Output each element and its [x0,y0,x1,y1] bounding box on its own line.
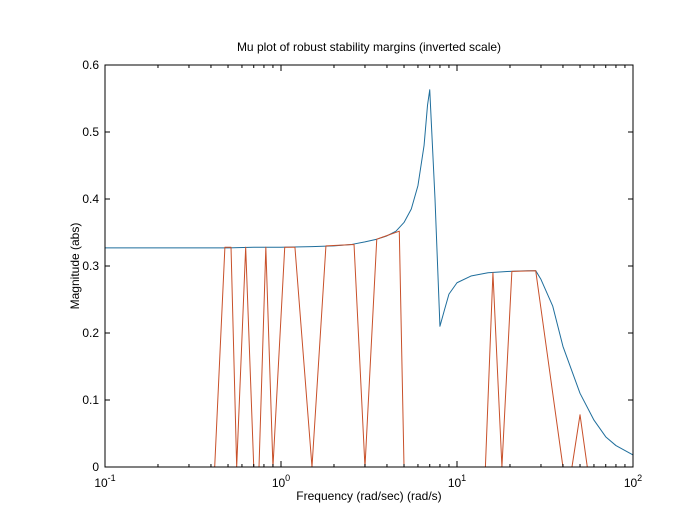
series-2-line [105,230,633,468]
y-tick-label: 0.4 [82,192,99,206]
chart-title: Mu plot of robust stability margins (inv… [237,40,501,54]
x-tick-label: 102 [624,473,642,490]
series-layer [105,89,634,468]
y-tick-label: 0.6 [82,58,99,72]
x-tick-base: 10 [624,476,638,490]
y-axis-label: Magnitude (abs) [68,223,82,310]
x-tick-base: 10 [94,476,108,490]
y-tick-label: 0.2 [82,326,99,340]
y-tick-label: 0.3 [82,259,99,273]
y-tick-label: 0 [92,460,99,474]
plot-background [105,65,633,467]
x-tick-base: 10 [272,476,286,490]
x-tick-label: 10-1 [94,473,115,490]
x-tick-exponent: -1 [108,473,116,483]
x-tick-base: 10 [448,476,462,490]
x-tick-label: 101 [448,473,466,490]
y-tick-label: 0.5 [82,125,99,139]
x-tick-label: 100 [272,473,290,490]
x-axis-label: Frequency (rad/sec) (rad/s) [296,489,441,503]
x-tick-exponent: 2 [637,473,642,483]
x-tick-exponent: 1 [461,473,466,483]
x-tick-exponent: 0 [285,473,290,483]
plot-frame [104,64,634,468]
y-tick-label: 0.1 [82,393,99,407]
